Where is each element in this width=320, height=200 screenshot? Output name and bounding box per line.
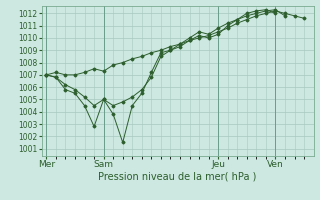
- X-axis label: Pression niveau de la mer( hPa ): Pression niveau de la mer( hPa ): [99, 172, 257, 182]
